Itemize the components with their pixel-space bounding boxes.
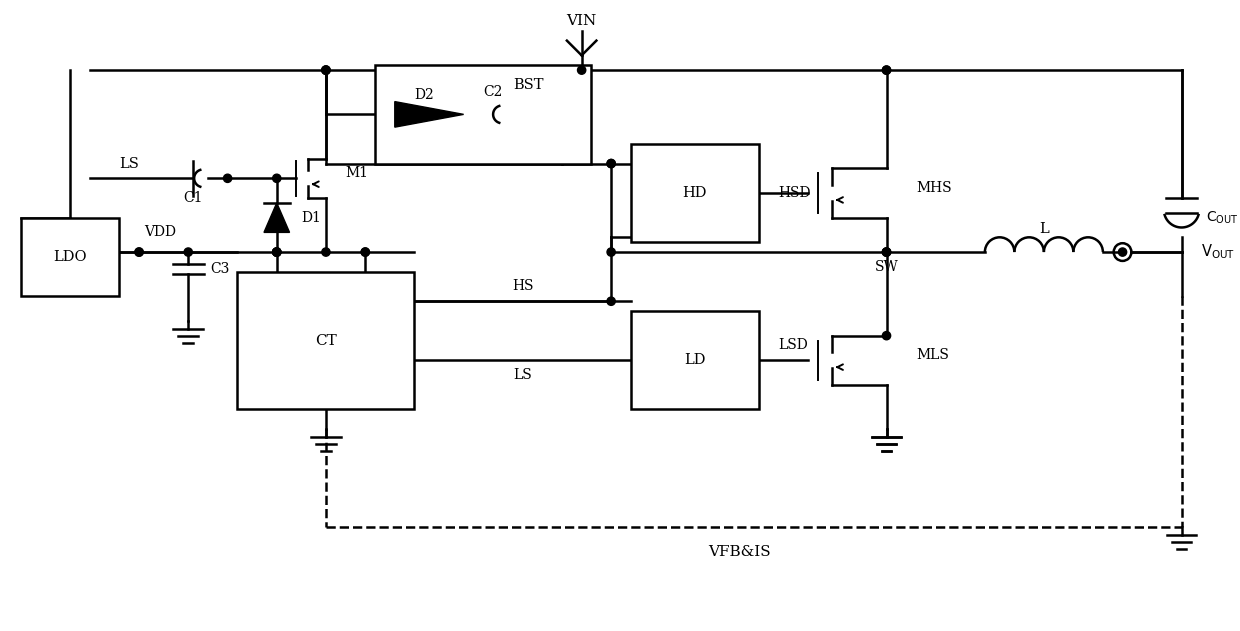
Polygon shape xyxy=(264,203,290,232)
Circle shape xyxy=(273,248,281,256)
Circle shape xyxy=(883,66,890,74)
Circle shape xyxy=(322,66,330,74)
Circle shape xyxy=(273,248,281,256)
Text: MHS: MHS xyxy=(916,181,951,195)
Text: SW: SW xyxy=(874,260,899,274)
Circle shape xyxy=(883,331,890,339)
Circle shape xyxy=(608,297,615,305)
Circle shape xyxy=(578,66,585,74)
Bar xyxy=(21,218,119,297)
Circle shape xyxy=(322,66,330,74)
Polygon shape xyxy=(394,102,464,127)
Text: $\rm C_{\rm OUT}$: $\rm C_{\rm OUT}$ xyxy=(1207,209,1239,226)
Text: LD: LD xyxy=(684,353,706,367)
Circle shape xyxy=(361,248,370,256)
Text: LS: LS xyxy=(513,368,532,382)
Text: MLS: MLS xyxy=(916,348,949,362)
Bar xyxy=(631,144,759,242)
Text: VIN: VIN xyxy=(567,14,596,28)
Circle shape xyxy=(184,248,192,256)
Bar xyxy=(631,311,759,410)
Circle shape xyxy=(608,160,615,168)
Circle shape xyxy=(883,248,890,256)
Text: L: L xyxy=(1039,223,1049,237)
Text: D2: D2 xyxy=(414,88,434,102)
Text: BST: BST xyxy=(513,78,543,92)
Text: LS: LS xyxy=(119,156,139,170)
Text: C2: C2 xyxy=(484,85,502,99)
Circle shape xyxy=(608,248,615,256)
Circle shape xyxy=(135,248,143,256)
Text: D1: D1 xyxy=(301,211,321,225)
Circle shape xyxy=(273,174,281,182)
Text: M1: M1 xyxy=(346,167,368,180)
Text: HSD: HSD xyxy=(779,186,811,200)
Text: HD: HD xyxy=(682,186,707,200)
Text: LDO: LDO xyxy=(53,250,87,264)
Text: HS: HS xyxy=(512,280,533,293)
Circle shape xyxy=(322,248,330,256)
Text: VDD: VDD xyxy=(144,225,176,239)
Circle shape xyxy=(322,66,330,74)
Circle shape xyxy=(361,248,370,256)
Circle shape xyxy=(883,248,890,256)
Text: VFB&IS: VFB&IS xyxy=(708,545,770,559)
Bar xyxy=(376,65,591,163)
Text: $\rm V_{\rm OUT}$: $\rm V_{\rm OUT}$ xyxy=(1202,243,1235,261)
Text: C3: C3 xyxy=(210,262,229,276)
Text: C1: C1 xyxy=(184,191,203,205)
Text: LSD: LSD xyxy=(779,338,808,353)
Circle shape xyxy=(273,248,281,256)
Text: CT: CT xyxy=(315,334,337,348)
Circle shape xyxy=(883,66,890,74)
Circle shape xyxy=(608,160,615,168)
Circle shape xyxy=(883,248,890,256)
Bar xyxy=(237,272,414,410)
Circle shape xyxy=(273,248,281,256)
Circle shape xyxy=(223,174,232,182)
Circle shape xyxy=(135,248,143,256)
Circle shape xyxy=(1118,248,1127,256)
